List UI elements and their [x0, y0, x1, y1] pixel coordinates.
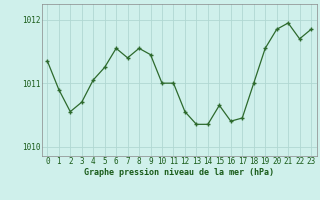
- X-axis label: Graphe pression niveau de la mer (hPa): Graphe pression niveau de la mer (hPa): [84, 168, 274, 177]
